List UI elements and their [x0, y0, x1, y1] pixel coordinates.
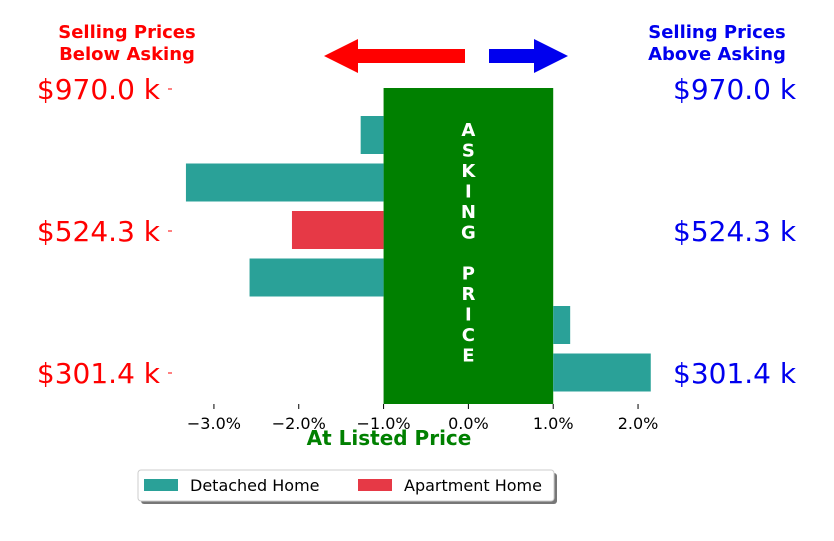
x-axis-label: At Listed Price — [307, 426, 472, 450]
left-price-label-bottom: $301.4 k — [37, 357, 161, 390]
asking-letter: C — [462, 325, 475, 346]
asking-letter: E — [462, 346, 474, 367]
legend-swatch-detached — [144, 479, 178, 491]
x-tick-label: −3.0% — [187, 414, 241, 433]
above-asking-title-line1: Selling Prices — [648, 22, 785, 43]
x-tick-label: −1.0% — [357, 414, 411, 433]
bar-detached — [553, 306, 571, 344]
legend-swatch-apartment — [358, 479, 392, 491]
asking-letter: P — [462, 264, 475, 285]
x-tick-label: −2.0% — [272, 414, 326, 433]
asking-letter: I — [465, 182, 472, 203]
asking-letter: G — [461, 223, 476, 244]
left-arrow-icon — [324, 39, 465, 73]
x-axis: −3.0% −2.0% −1.0% 0.0% 1.0% 2.0% — [187, 404, 658, 433]
below-asking-title-line2: Below Asking — [59, 44, 195, 65]
x-tick-label: 1.0% — [533, 414, 574, 433]
legend-box — [137, 469, 555, 502]
legend: Detached Home Apartment Home — [137, 469, 557, 504]
left-price-label-top: $970.0 k — [37, 73, 161, 106]
legend-label-detached: Detached Home — [190, 476, 320, 495]
asking-letter: R — [461, 284, 475, 305]
bar-detached — [249, 258, 384, 297]
asking-letter: I — [465, 305, 472, 326]
right-price-label-middle: $524.3 k — [673, 215, 797, 248]
bars-group — [185, 116, 651, 392]
legend-label-apartment: Apartment Home — [404, 476, 542, 495]
bar-apartment — [291, 211, 384, 249]
right-price-label-bottom: $301.4 k — [673, 357, 797, 390]
asking-price-band — [383, 88, 554, 404]
bar-detached — [185, 163, 384, 202]
right-arrow-icon — [489, 39, 568, 73]
asking-letter: N — [461, 202, 476, 223]
asking-letter: A — [461, 120, 475, 141]
asking-letter: K — [461, 161, 476, 182]
x-tick-label: 2.0% — [618, 414, 659, 433]
bar-detached — [360, 116, 384, 154]
right-price-label-top: $970.0 k — [673, 73, 797, 106]
below-asking-title-line1: Selling Prices — [58, 22, 195, 43]
above-asking-title-line2: Above Asking — [648, 44, 786, 65]
bar-detached — [553, 353, 651, 392]
asking-letter: S — [462, 141, 475, 162]
x-tick-label: 0.0% — [448, 414, 489, 433]
left-price-label-middle: $524.3 k — [37, 215, 161, 248]
